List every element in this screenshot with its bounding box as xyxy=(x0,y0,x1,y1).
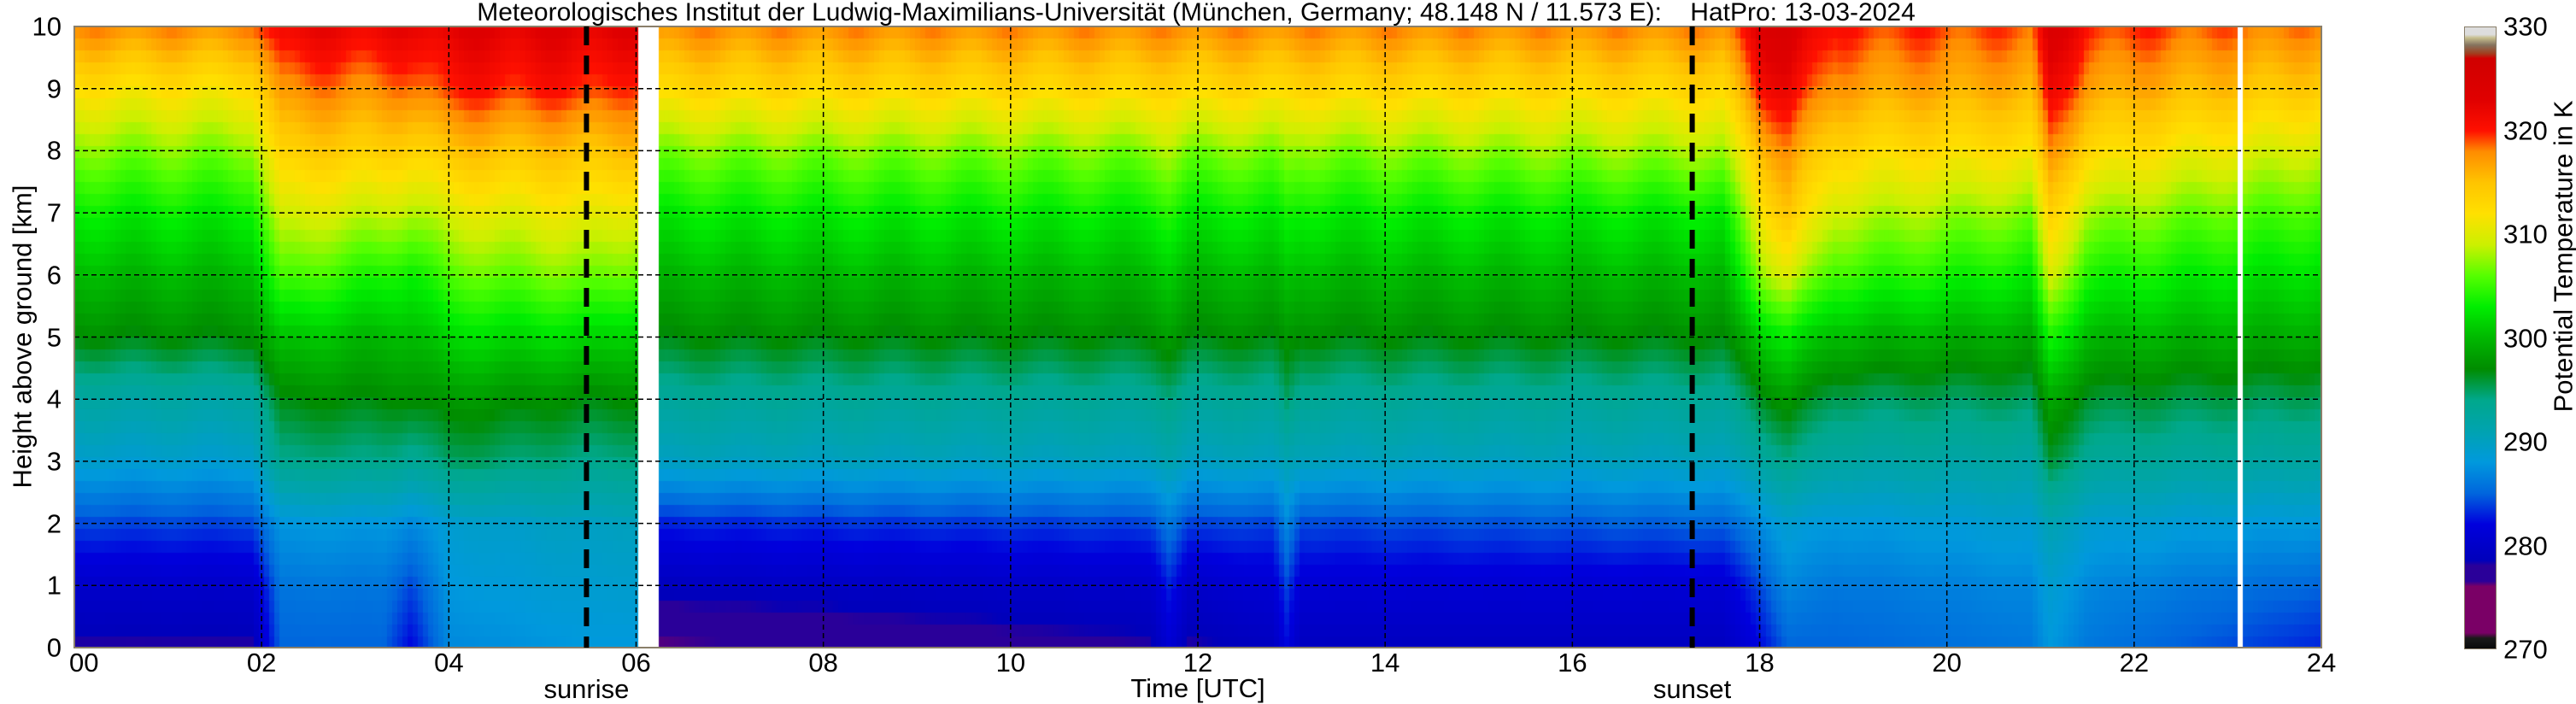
colorbar-tick-label: 310 xyxy=(2503,219,2548,249)
colorbar-tick-label: 300 xyxy=(2503,323,2548,353)
y-tick-label: 0 xyxy=(46,632,62,663)
x-tick-label: 16 xyxy=(1558,648,1587,678)
x-tick-label: 24 xyxy=(2306,648,2337,678)
plot-area xyxy=(73,26,2322,648)
y-tick-label: 8 xyxy=(46,135,62,166)
y-tick-label: 3 xyxy=(46,446,62,477)
chart-title: Meteorologisches Institut der Ludwig-Max… xyxy=(477,0,1916,26)
y-tick-label: 5 xyxy=(46,322,62,352)
x-tick-label: 14 xyxy=(1370,648,1400,678)
y-tick-label: 7 xyxy=(46,197,62,228)
y-tick-label: 2 xyxy=(46,508,62,539)
x-tick-label: 22 xyxy=(2119,648,2150,678)
plot-frame xyxy=(73,26,2322,648)
colorbar-tick-label: 280 xyxy=(2503,531,2548,560)
colorbar-tick-label: 330 xyxy=(2503,11,2548,42)
y-tick-label: 1 xyxy=(46,570,62,601)
colorbar-tick-label: 320 xyxy=(2503,115,2548,145)
x-axis-label: Time [UTC] xyxy=(1130,673,1265,703)
x-tick-label: 10 xyxy=(995,648,1026,678)
grid-overlay xyxy=(73,26,2322,648)
y-tick-label: 10 xyxy=(32,11,62,42)
x-tick-label: 08 xyxy=(808,648,838,678)
x-tick-label: 12 xyxy=(1182,648,1213,678)
x-tick-label: 18 xyxy=(1745,648,1775,678)
colorbar-tick-label: 270 xyxy=(2503,634,2548,665)
x-tick-label: 00 xyxy=(69,648,99,678)
colorbar-label: Potential Temperature in K xyxy=(2548,100,2576,413)
x-tick-label: 20 xyxy=(1932,648,1962,678)
sunrise-label: sunrise xyxy=(543,674,630,704)
x-tick-label: 04 xyxy=(434,648,464,678)
y-tick-label: 6 xyxy=(46,260,62,290)
x-tick-label: 02 xyxy=(246,648,277,678)
colorbar xyxy=(2464,26,2497,649)
colorbar-tick-label: 290 xyxy=(2503,426,2548,457)
x-tick-label: 06 xyxy=(621,648,651,678)
y-tick-label: 4 xyxy=(46,384,62,414)
y-tick-label: 9 xyxy=(46,73,62,104)
sunset-label: sunset xyxy=(1652,674,1732,704)
